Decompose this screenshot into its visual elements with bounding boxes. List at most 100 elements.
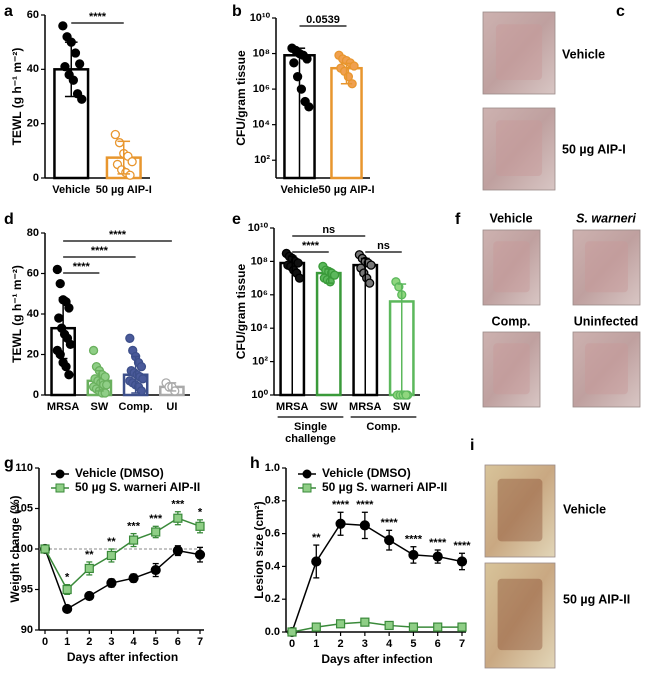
data-point (394, 282, 404, 292)
y-tick-label: 10¹⁰ (248, 222, 269, 234)
panel-letter: c (616, 3, 625, 20)
y-tick-label: 10⁸ (251, 255, 268, 267)
x-tick-label: Vehicle (52, 184, 90, 196)
group-label: Comp. (366, 421, 400, 433)
panel-letter: b (232, 3, 242, 20)
panel-letter: a (4, 3, 13, 20)
y-tick-label: 10⁶ (251, 289, 268, 301)
data-point (88, 345, 99, 356)
significance-label: * (65, 572, 70, 584)
data-point (114, 138, 125, 148)
y-tick-label: 20 (27, 118, 39, 130)
y-tick-label: 0.8 (265, 495, 280, 507)
y-tick-label: 10² (252, 356, 268, 368)
y-tick-label: 80 (27, 227, 39, 239)
data-point (172, 545, 183, 556)
y-axis-title: TEWL (g h⁻¹ m⁻²) (10, 265, 24, 363)
x-tick-label: UI (166, 401, 177, 413)
data-point (433, 622, 443, 632)
y-tick-label: 0.0 (265, 626, 280, 638)
data-point (289, 58, 299, 68)
group-label: challenge (285, 433, 336, 445)
y-tick-label: 110 (15, 462, 33, 474)
y-tick-label: 90 (21, 624, 33, 636)
significance-label: **** (109, 229, 127, 241)
legend-label: 50 µg S. warneri AIP-II (75, 480, 200, 494)
y-tick-label: 95 (21, 583, 33, 595)
group-label: Single (294, 421, 327, 433)
x-tick-label: SW (91, 401, 109, 413)
data-point (384, 535, 395, 546)
photo-label: Vehicle (562, 47, 605, 61)
data-point (64, 303, 74, 313)
data-point (294, 273, 305, 283)
significance-label: **** (91, 245, 109, 257)
photo-patch (495, 24, 543, 81)
data-point (106, 550, 117, 561)
data-point (194, 549, 206, 560)
panel-letter: e (232, 211, 241, 228)
x-tick-label: 4 (131, 636, 138, 648)
data-point (125, 333, 135, 343)
data-point (101, 380, 112, 390)
data-point (70, 48, 81, 58)
data-point (128, 535, 139, 545)
photo-patch (495, 120, 543, 177)
data-point (311, 622, 321, 632)
x-tick-label: 4 (386, 638, 393, 650)
y-tick-label: 0.4 (265, 560, 281, 572)
photo-patch (497, 578, 543, 651)
y-axis-title: TEWL (g h⁻¹ m⁻²) (10, 48, 24, 146)
panel-letter: g (4, 455, 14, 472)
x-tick-label: 5 (410, 638, 416, 650)
data-point (432, 551, 443, 562)
data-point (293, 258, 303, 268)
x-tick-label: MRSA (349, 401, 381, 413)
data-point (84, 563, 94, 574)
data-point (106, 577, 117, 589)
data-point (128, 573, 139, 584)
significance-label: ns (377, 240, 390, 252)
x-tick-label: 3 (362, 638, 368, 650)
y-tick-label: 40 (27, 308, 39, 320)
data-point (408, 622, 419, 632)
photo (484, 562, 556, 669)
data-point (364, 278, 375, 288)
x-tick-label: SW (393, 401, 411, 413)
data-point (136, 386, 147, 396)
y-tick-label: 60 (27, 267, 39, 279)
y-tick-label: 105 (15, 502, 33, 514)
photo-label: Vehicle (563, 502, 606, 516)
data-point (54, 313, 64, 323)
x-axis-title: Days after infection (321, 652, 432, 666)
legend-label: 50 µg S. warneri AIP-II (322, 480, 447, 494)
y-tick-label: 10¹⁰ (250, 12, 271, 24)
data-point (65, 339, 76, 350)
x-tick-label: 7 (197, 636, 203, 648)
data-point (287, 627, 297, 637)
y-tick-label: 10² (254, 154, 270, 166)
y-tick-label: 10⁰ (251, 389, 268, 401)
x-tick-label: Comp. (119, 401, 153, 413)
photo-label: 50 µg AIP-I (562, 142, 626, 156)
significance-label: **** (356, 499, 374, 511)
y-tick-label: 20 (27, 348, 39, 360)
data-point (401, 390, 411, 400)
legend-label: Vehicle (DMSO) (75, 466, 164, 480)
y-axis-title: CFU/gram tissue (234, 263, 248, 359)
data-point (150, 564, 161, 576)
photo-patch (585, 343, 628, 395)
x-tick-label: MRSA (47, 401, 79, 413)
photo-label: S. warneri (576, 211, 636, 225)
x-tick-label: 1 (313, 638, 319, 650)
data-point (84, 590, 95, 602)
data-point (292, 72, 303, 82)
significance-label: **** (405, 534, 423, 546)
data-point (62, 584, 72, 595)
legend-marker (302, 483, 312, 493)
significance-label: **** (302, 240, 320, 252)
significance-label: ** (312, 532, 321, 544)
x-tick-label: 7 (459, 638, 465, 650)
data-point (360, 617, 370, 627)
